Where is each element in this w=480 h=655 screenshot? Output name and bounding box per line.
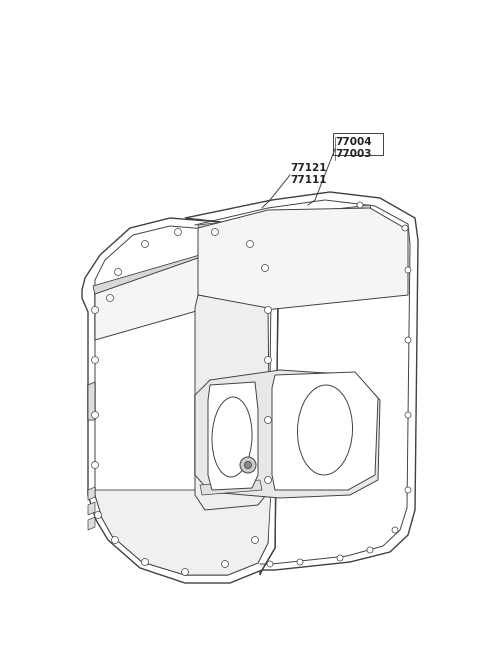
Circle shape (264, 417, 272, 424)
Polygon shape (82, 218, 278, 583)
Circle shape (262, 265, 268, 272)
Text: 77003: 77003 (335, 149, 372, 159)
Circle shape (405, 337, 411, 343)
Circle shape (142, 240, 148, 248)
Polygon shape (195, 370, 380, 498)
Circle shape (107, 295, 113, 301)
Circle shape (240, 457, 256, 473)
Circle shape (115, 269, 121, 276)
Polygon shape (88, 487, 95, 500)
Polygon shape (198, 208, 408, 310)
Polygon shape (195, 295, 270, 510)
Circle shape (92, 307, 98, 314)
Polygon shape (185, 192, 418, 575)
Circle shape (252, 536, 259, 544)
Circle shape (297, 559, 303, 565)
Text: 77004: 77004 (335, 137, 372, 147)
Circle shape (212, 229, 218, 236)
Circle shape (405, 267, 411, 273)
Circle shape (175, 229, 181, 236)
Circle shape (244, 461, 252, 468)
Circle shape (181, 569, 189, 576)
Circle shape (95, 512, 101, 519)
Polygon shape (95, 226, 271, 575)
Circle shape (337, 555, 343, 561)
Circle shape (142, 559, 148, 565)
Circle shape (392, 527, 398, 533)
Circle shape (264, 307, 272, 314)
Circle shape (405, 412, 411, 418)
Polygon shape (88, 517, 95, 530)
Circle shape (111, 536, 119, 544)
Circle shape (264, 356, 272, 364)
Polygon shape (95, 238, 270, 340)
Circle shape (402, 225, 408, 231)
Ellipse shape (298, 385, 352, 475)
Circle shape (367, 547, 373, 553)
Polygon shape (198, 205, 372, 233)
Polygon shape (208, 382, 258, 490)
Circle shape (92, 462, 98, 468)
Circle shape (267, 561, 273, 567)
Circle shape (405, 487, 411, 493)
Polygon shape (200, 480, 262, 495)
Ellipse shape (212, 397, 252, 477)
Bar (333, 133, 383, 155)
Polygon shape (88, 502, 95, 515)
Text: 77121: 77121 (290, 163, 326, 173)
Circle shape (357, 202, 363, 208)
Polygon shape (95, 490, 271, 575)
Circle shape (92, 356, 98, 364)
Circle shape (221, 561, 228, 567)
Text: 77111: 77111 (290, 175, 326, 185)
Circle shape (92, 411, 98, 419)
Polygon shape (88, 382, 95, 420)
Polygon shape (272, 372, 378, 490)
Polygon shape (93, 236, 268, 295)
Circle shape (264, 476, 272, 483)
Circle shape (247, 240, 253, 248)
